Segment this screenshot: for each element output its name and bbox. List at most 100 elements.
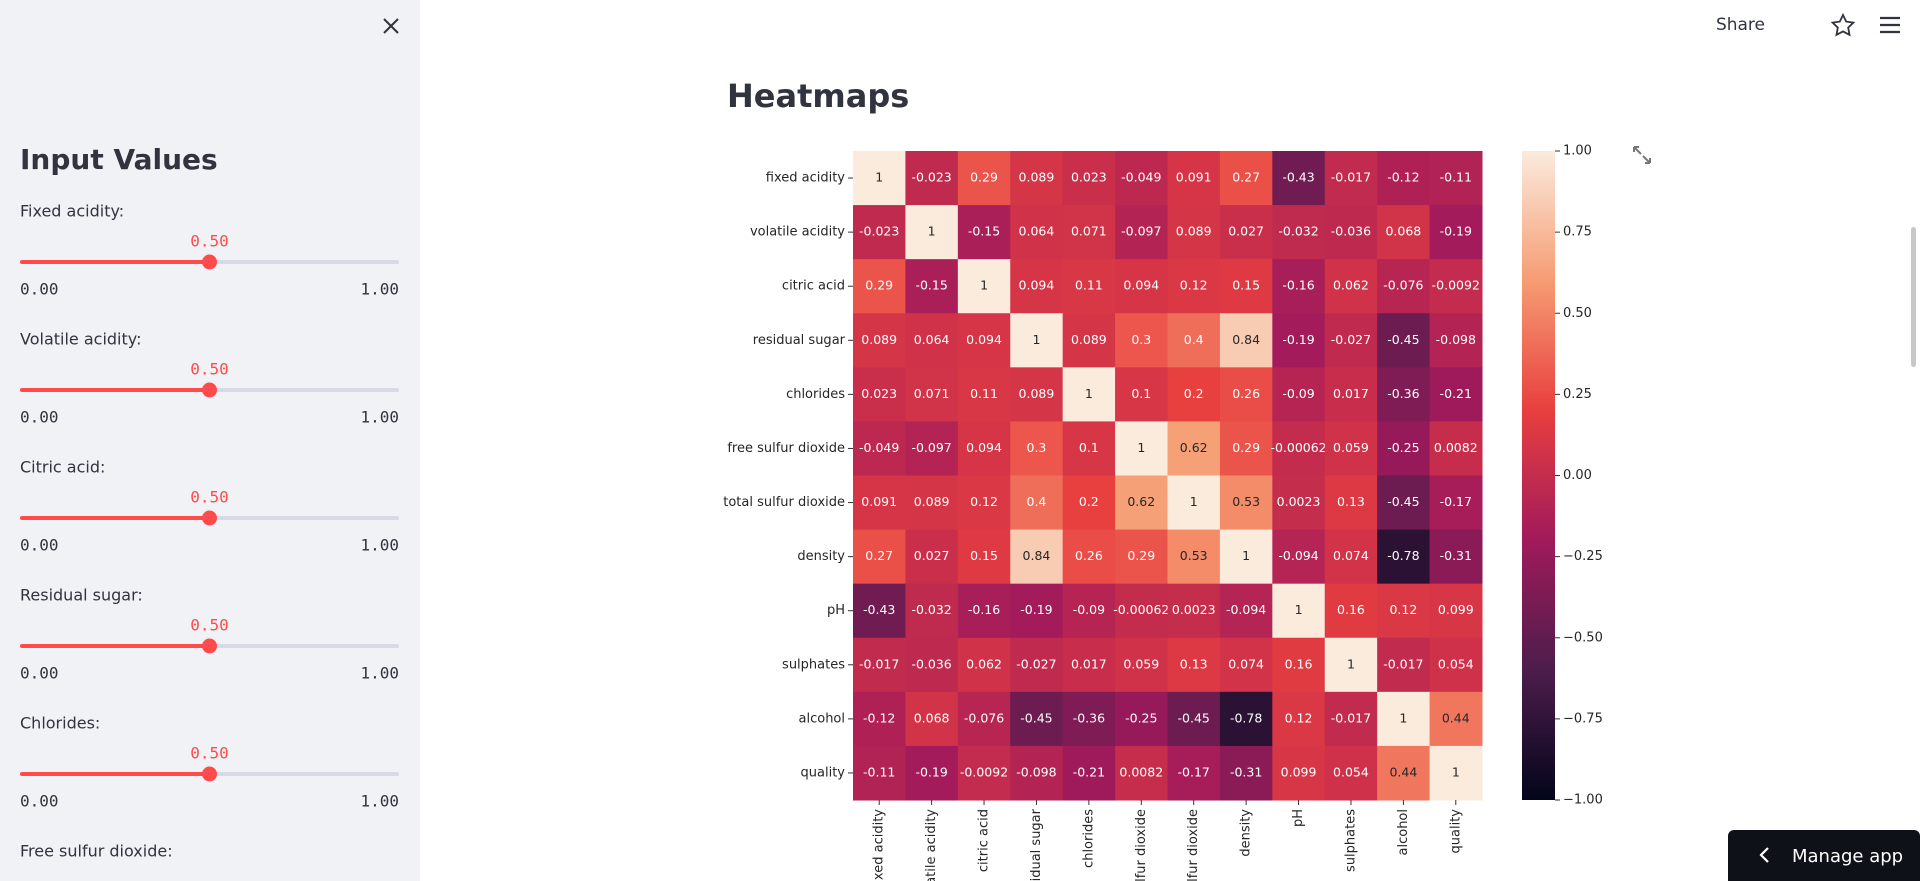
heatmap-cell [1062, 259, 1116, 314]
menu-button[interactable] [1880, 16, 1900, 34]
colorbar [1522, 151, 1555, 800]
heatmap-cell [1115, 529, 1168, 585]
cell-label: -0.15 [915, 278, 947, 293]
cell-label: 0.12 [970, 494, 998, 509]
heatmap-cell [1272, 475, 1326, 531]
cell-label: 0.062 [1333, 278, 1369, 293]
cell-label: 0.29 [1232, 440, 1260, 455]
cell-label: 0.26 [1232, 386, 1260, 401]
heatmap-cell [1324, 259, 1378, 314]
cell-label: 0.091 [861, 494, 897, 509]
slider-thumb[interactable] [202, 766, 217, 782]
x-tick-label: residual sugar [1029, 808, 1044, 881]
cell-label: 0.2 [1079, 494, 1099, 509]
cell-label: -0.00062 [1270, 440, 1326, 455]
cell-label: -0.31 [1230, 764, 1262, 779]
cell-label: 1 [980, 278, 988, 293]
scrollbar[interactable] [1911, 227, 1916, 367]
cell-label: 0.059 [1123, 656, 1159, 671]
expand-button[interactable] [1633, 146, 1651, 164]
slider-thumb[interactable] [202, 254, 217, 270]
heatmap-cell [1324, 205, 1378, 260]
slider-fill [20, 644, 210, 648]
heatmap-cell [1062, 313, 1116, 368]
cell-label: 1 [875, 170, 883, 185]
heatmap-cell [1324, 583, 1378, 639]
cell-label: -0.036 [911, 656, 951, 671]
cell-label: 0.068 [914, 710, 950, 725]
share-button[interactable]: Share [1716, 15, 1765, 35]
star-button[interactable] [1830, 12, 1856, 37]
heatmap-cell [1429, 151, 1483, 206]
slider-fill [20, 516, 210, 520]
cell-label: -0.076 [1383, 278, 1423, 293]
heatmap-cell [1377, 313, 1431, 368]
y-tick-label: free sulfur dioxide [727, 441, 845, 456]
heatmap-cell [1324, 529, 1378, 585]
cell-label: 0.44 [1389, 764, 1417, 779]
cell-label: 0.84 [1023, 548, 1051, 563]
heatmap-cell [905, 583, 959, 639]
heatmap-cell [1324, 475, 1378, 531]
heatmap-cell [1219, 475, 1273, 531]
cell-label: 1 [1295, 602, 1303, 617]
cell-label: 1 [928, 224, 936, 239]
heatmap-cell [1324, 151, 1378, 206]
slider-min: 0.00 [20, 792, 59, 811]
slider-max: 1.00 [360, 792, 399, 811]
heatmap-cell [1219, 205, 1273, 260]
cell-label: -0.09 [1282, 386, 1314, 401]
heatmap-cell [1272, 367, 1326, 422]
heatmap-cell [1010, 205, 1064, 260]
cell-label: -0.19 [1440, 224, 1472, 239]
heatmap-cell [957, 637, 1011, 693]
slider-value: 0.50 [190, 616, 229, 635]
heatmap-cell [1324, 313, 1378, 368]
slider-thumb[interactable] [202, 510, 217, 526]
heatmap-cell [1167, 745, 1221, 801]
slider-thumb[interactable] [202, 638, 217, 654]
cell-label: -0.78 [1230, 710, 1262, 725]
cell-label: 0.53 [1180, 548, 1208, 563]
cell-label: 0.099 [1438, 602, 1474, 617]
heatmap-cell [1377, 421, 1431, 476]
cell-label: -0.43 [1282, 170, 1314, 185]
heatmap-cell [1115, 745, 1168, 801]
heatmap-cell [1324, 421, 1378, 476]
cell-label: 0.054 [1438, 656, 1474, 671]
cell-label: 0.15 [970, 548, 998, 563]
colorbar-tick-label: 1.00 [1563, 144, 1592, 159]
cell-label: 0.15 [1232, 278, 1260, 293]
heatmap-cell [1010, 421, 1064, 476]
heatmap-cell [957, 529, 1011, 585]
heatmap-cell [957, 205, 1011, 260]
cell-label: -0.032 [1278, 224, 1318, 239]
heatmap-cell [1062, 637, 1116, 693]
cell-label: -0.36 [1387, 386, 1419, 401]
heatmap-cell [1010, 259, 1064, 314]
cell-label: -0.098 [1436, 332, 1476, 347]
cell-label: -0.21 [1073, 764, 1105, 779]
manage-app-button[interactable] [1728, 830, 1920, 881]
slider-thumb[interactable] [202, 382, 217, 398]
cell-label: -0.19 [1282, 332, 1314, 347]
cell-label: 0.53 [1232, 494, 1260, 509]
close-button[interactable] [383, 18, 399, 34]
heatmap-cell [905, 367, 959, 422]
y-tick-label: volatile acidity [750, 225, 845, 240]
cell-label: -0.036 [1331, 224, 1371, 239]
heatmap-cell [1429, 529, 1483, 585]
heatmap-cell [1377, 583, 1431, 639]
cell-label: -0.45 [1020, 710, 1052, 725]
heatmap-cell [1377, 205, 1431, 260]
cell-label: 0.094 [966, 440, 1002, 455]
heatmap-cell [1429, 313, 1483, 368]
colorbar-tick-label: 0.00 [1563, 468, 1592, 483]
heatmap-cell [1219, 259, 1273, 314]
heatmap-cell [957, 151, 1011, 206]
heatmap-cell [853, 529, 906, 585]
cell-label: 0.16 [1337, 602, 1365, 617]
heatmap-cell [905, 529, 959, 585]
cell-label: 0.094 [1019, 278, 1055, 293]
x-tick-label: density [1239, 809, 1254, 857]
